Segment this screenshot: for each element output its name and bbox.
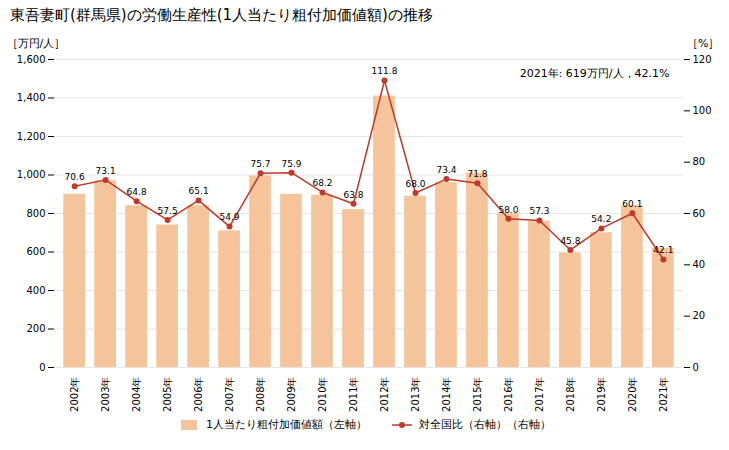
svg-text:800: 800: [26, 208, 45, 219]
svg-text:600: 600: [26, 246, 45, 257]
svg-text:1,600: 1,600: [17, 54, 46, 65]
svg-text:70.6: 70.6: [65, 172, 85, 182]
svg-text:1,400: 1,400: [17, 92, 46, 103]
svg-text:2018年: 2018年: [565, 377, 576, 412]
svg-text:2005年: 2005年: [162, 377, 173, 412]
svg-text:68.2: 68.2: [312, 178, 332, 188]
svg-text:71.8: 71.8: [467, 169, 487, 179]
svg-text:2015年: 2015年: [472, 377, 483, 412]
svg-text:57.3: 57.3: [529, 206, 549, 216]
svg-text:［万円/人］: ［万円/人］: [7, 37, 66, 50]
svg-text:73.1: 73.1: [96, 166, 116, 176]
svg-text:42.1: 42.1: [653, 245, 673, 255]
html-text:1人当たり粗付加価値額（左軸）: 1人当たり粗付加価値額（左軸）: [206, 418, 367, 431]
svg-text:2009年: 2009年: [286, 377, 297, 412]
svg-text:120: 120: [693, 54, 712, 65]
svg-text:2016年: 2016年: [503, 377, 514, 412]
svg-text:2021年: 619万円/人，42.1%: 2021年: 619万円/人，42.1%: [520, 67, 670, 80]
svg-text:2006年: 2006年: [193, 377, 204, 412]
svg-text:111.8: 111.8: [372, 66, 398, 76]
svg-text:2008年: 2008年: [255, 377, 266, 412]
svg-text:400: 400: [26, 285, 45, 296]
svg-text:54.2: 54.2: [591, 214, 611, 224]
html-text:対全国比（右軸）（右軸）: 対全国比（右軸）（右軸）: [419, 418, 551, 431]
svg-text:100: 100: [693, 105, 712, 116]
svg-text:2013年: 2013年: [410, 377, 421, 412]
svg-text:75.7: 75.7: [251, 159, 271, 169]
svg-text:75.9: 75.9: [282, 159, 302, 169]
svg-text:58.0: 58.0: [498, 205, 518, 215]
svg-text:2020年: 2020年: [627, 377, 638, 412]
svg-text:68.0: 68.0: [405, 179, 425, 189]
svg-text:1,200: 1,200: [17, 131, 46, 142]
svg-text:60: 60: [693, 208, 706, 219]
svg-text:63.8: 63.8: [343, 190, 363, 200]
svg-text:1,000: 1,000: [17, 169, 46, 180]
svg-text:2002年: 2002年: [69, 377, 80, 412]
html-text:東吾妻町(群馬県)の労働生産性(1人当たり粗付加価値額)の推: 東吾妻町(群馬県)の労働生産性(1人当たり粗付加価値額)の推移: [10, 6, 433, 24]
svg-text:73.4: 73.4: [436, 165, 456, 175]
svg-text:64.8: 64.8: [127, 187, 147, 197]
svg-text:54.9: 54.9: [220, 212, 240, 222]
svg-text:2010年: 2010年: [317, 377, 328, 412]
svg-text:2003年: 2003年: [100, 377, 111, 412]
svg-text:60.1: 60.1: [622, 199, 642, 209]
svg-text:200: 200: [26, 323, 45, 334]
svg-text:0: 0: [693, 362, 699, 373]
svg-text:2017年: 2017年: [534, 377, 545, 412]
svg-text:45.8: 45.8: [560, 236, 580, 246]
svg-text:20: 20: [693, 310, 706, 321]
svg-text:40: 40: [693, 259, 706, 270]
svg-text:2021年: 2021年: [658, 377, 669, 412]
svg-text:80: 80: [693, 156, 706, 167]
svg-text:2011年: 2011年: [348, 377, 359, 412]
svg-text:2014年: 2014年: [441, 377, 452, 412]
svg-text:0: 0: [39, 362, 45, 373]
svg-text:2007年: 2007年: [224, 377, 235, 412]
svg-text:2019年: 2019年: [596, 377, 607, 412]
svg-text:65.1: 65.1: [189, 186, 209, 196]
svg-text:2012年: 2012年: [379, 377, 390, 412]
svg-text:2004年: 2004年: [131, 377, 142, 412]
svg-text:［%］: ［%］: [687, 37, 719, 50]
svg-text:57.5: 57.5: [158, 206, 178, 216]
